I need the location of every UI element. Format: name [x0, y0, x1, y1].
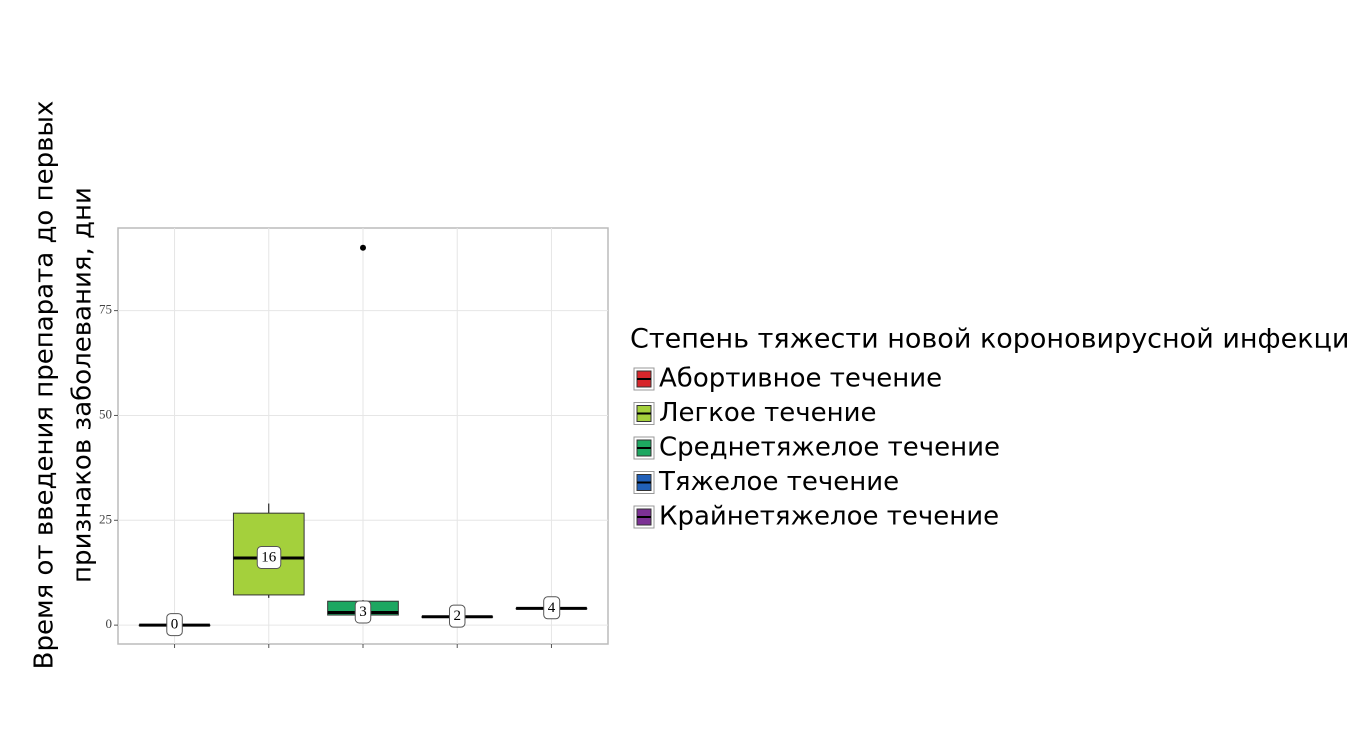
y-axis-title-line: признаков заболевания, дни: [68, 187, 98, 583]
legend-label: Среднетяжелое течение: [659, 433, 1000, 463]
y-tick-label: 75: [99, 302, 112, 317]
median-label: 3: [359, 604, 367, 620]
median-label-box: [166, 613, 183, 637]
legend-label: Крайнетяжелое течение: [659, 502, 999, 532]
legend-label: Тяжелое течение: [658, 467, 899, 497]
median-label: 16: [261, 549, 277, 565]
legend-label: Легкое течение: [659, 398, 876, 428]
median-label-box: [543, 596, 561, 620]
y-tick-label: 25: [99, 511, 112, 526]
legend-label: Абортивное течение: [659, 364, 942, 394]
median-label: 2: [453, 608, 461, 624]
outlier: [360, 244, 366, 251]
y-tick-label: 50: [99, 406, 112, 421]
y-axis-title: Время от введения препарата до первых пр…: [30, 101, 98, 670]
median-label: 0: [171, 617, 179, 633]
median-label-box: [256, 545, 282, 569]
median-label-box: [448, 604, 466, 628]
y-axis-title-line: Время от введения препарата до первых: [30, 101, 60, 670]
median-label: 4: [548, 600, 556, 616]
median-label-box: [354, 600, 372, 624]
y-tick-label: 0: [106, 616, 113, 631]
legend-title: Степень тяжести новой короновирусной инф…: [630, 324, 1347, 355]
